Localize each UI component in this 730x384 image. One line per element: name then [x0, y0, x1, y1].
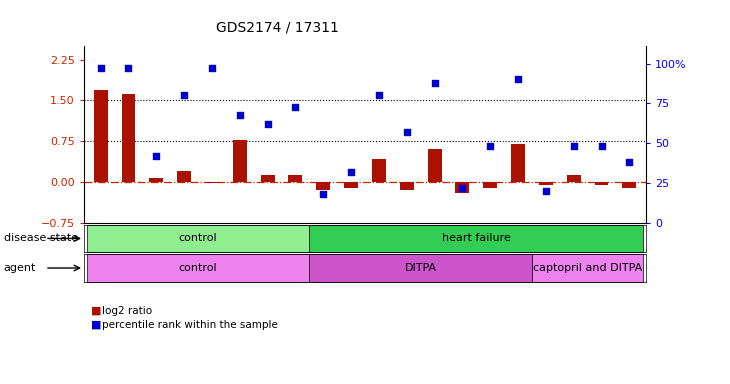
Point	[262, 121, 274, 127]
Bar	[150, 178, 164, 182]
Point	[123, 65, 134, 71]
Bar	[261, 175, 274, 182]
Text: control: control	[179, 233, 218, 243]
Text: control: control	[179, 263, 218, 273]
Bar	[344, 182, 358, 189]
Bar	[483, 182, 497, 189]
Text: heart failure: heart failure	[442, 233, 511, 243]
Point	[290, 103, 301, 109]
Text: disease state: disease state	[4, 233, 78, 243]
Text: DITPA: DITPA	[404, 263, 437, 273]
Bar	[288, 175, 302, 182]
Point	[540, 188, 552, 194]
Point	[623, 159, 635, 166]
Point	[95, 65, 107, 71]
Point	[401, 129, 412, 135]
Bar	[511, 144, 525, 182]
Point	[485, 143, 496, 149]
Point	[150, 153, 162, 159]
Bar	[566, 175, 580, 182]
Bar	[594, 182, 609, 185]
Point	[596, 143, 607, 149]
Bar	[372, 159, 386, 182]
Bar	[428, 149, 442, 182]
Text: ■: ■	[91, 320, 101, 330]
Bar	[121, 94, 136, 182]
Bar	[87, 225, 310, 252]
Point	[345, 169, 357, 175]
Text: ■: ■	[91, 306, 101, 316]
Bar	[233, 139, 247, 182]
Point	[318, 191, 329, 197]
Point	[568, 143, 580, 149]
Bar	[539, 182, 553, 185]
Text: log2 ratio: log2 ratio	[102, 306, 153, 316]
Bar	[316, 182, 330, 190]
Bar	[456, 182, 469, 193]
Point	[373, 92, 385, 98]
Point	[206, 65, 218, 71]
Point	[178, 92, 190, 98]
Point	[234, 111, 245, 118]
Bar	[205, 182, 219, 183]
Point	[456, 185, 468, 191]
Bar	[532, 254, 643, 282]
Bar	[400, 182, 414, 190]
Bar	[310, 254, 532, 282]
Bar	[623, 182, 637, 189]
Bar	[93, 89, 107, 182]
Bar	[87, 254, 310, 282]
Bar	[310, 225, 643, 252]
Point	[512, 76, 524, 83]
Bar	[177, 171, 191, 182]
Text: captopril and DITPA: captopril and DITPA	[533, 263, 642, 273]
Text: GDS2174 / 17311: GDS2174 / 17311	[216, 21, 339, 35]
Text: agent: agent	[4, 263, 36, 273]
Point	[429, 79, 440, 86]
Text: percentile rank within the sample: percentile rank within the sample	[102, 320, 278, 330]
